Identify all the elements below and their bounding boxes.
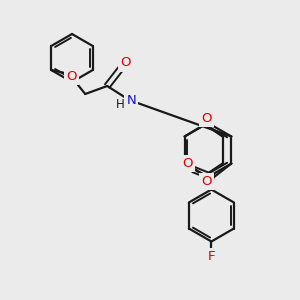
- Text: O: O: [201, 175, 212, 188]
- Text: O: O: [66, 70, 76, 83]
- Text: H: H: [116, 98, 124, 112]
- Text: N: N: [126, 94, 136, 106]
- Text: O: O: [182, 157, 193, 170]
- Text: O: O: [120, 56, 130, 70]
- Text: O: O: [201, 112, 212, 125]
- Text: F: F: [208, 250, 215, 263]
